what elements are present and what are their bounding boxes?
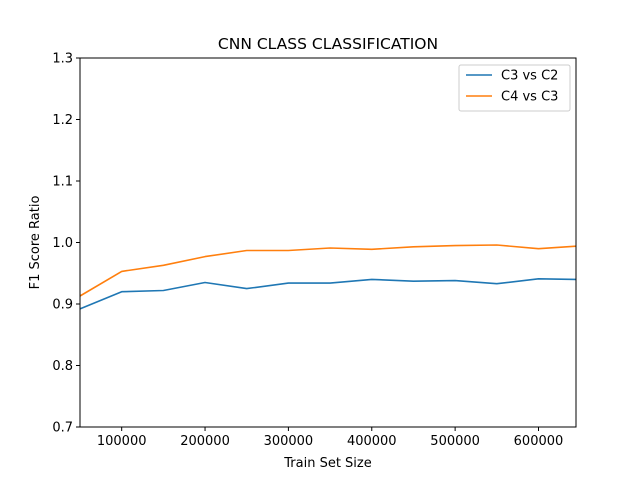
plot-area	[80, 58, 576, 427]
y-tick-label: 0.8	[52, 359, 73, 374]
y-tick-label: 0.9	[52, 298, 73, 313]
legend: C3 vs C2 C4 vs C3	[458, 64, 571, 112]
legend-label: C3 vs C2	[501, 69, 558, 84]
plot-frame	[79, 57, 577, 428]
y-tick-label: 1.2	[52, 113, 73, 128]
x-tick-label: 100000	[97, 434, 147, 449]
y-tick-label: 1.1	[52, 175, 73, 190]
legend-label: C4 vs C3	[501, 90, 558, 105]
y-tick-label: 1.0	[52, 236, 73, 251]
legend-box	[458, 64, 571, 112]
y-tick-label: 0.7	[52, 421, 73, 436]
x-axis-title: Train Set Size	[283, 456, 372, 471]
x-tick-label: 300000	[264, 434, 314, 449]
series-line-1	[79, 277, 577, 310]
x-tick-label: 400000	[347, 434, 397, 449]
x-tick-label: 600000	[514, 434, 564, 449]
y-axis: 0.7 0.8 0.9 1.0 1.1 1.2 1.3	[52, 52, 80, 436]
x-tick-label: 200000	[180, 434, 230, 449]
series-lines	[79, 244, 577, 310]
x-tick-label: 500000	[430, 434, 480, 449]
chart-title: CNN CLASS CLASSIFICATION	[218, 35, 438, 53]
series-line-2	[79, 244, 577, 297]
y-axis-title: F1 Score Ratio	[28, 196, 43, 290]
x-axis: 100000 200000 300000 400000 500000 600000	[97, 427, 563, 449]
y-tick-label: 1.3	[52, 52, 73, 67]
